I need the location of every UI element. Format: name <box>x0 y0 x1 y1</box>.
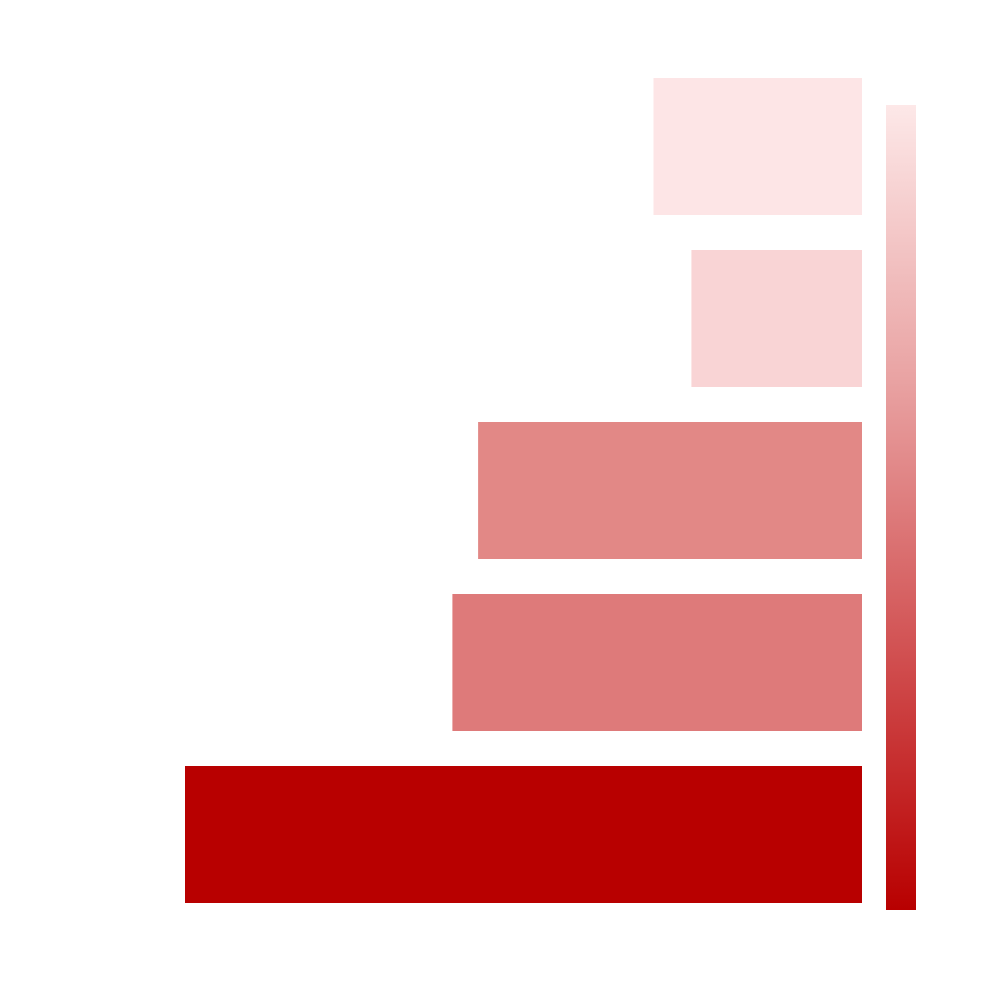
bar-4 <box>691 250 862 387</box>
bar-1 <box>185 766 862 903</box>
bar-5 <box>653 78 862 215</box>
colorbar <box>886 105 916 910</box>
bars-layer <box>185 78 862 903</box>
bar-2 <box>452 594 862 731</box>
bar-3 <box>478 422 862 559</box>
